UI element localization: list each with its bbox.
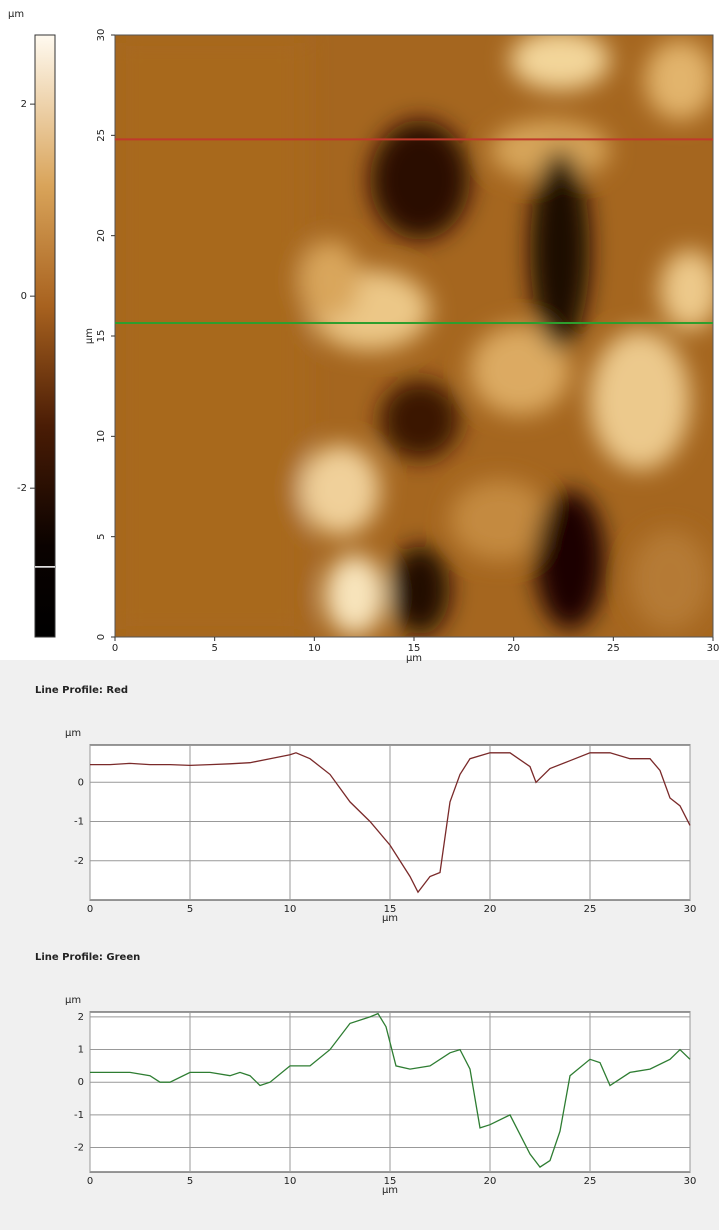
- profile-line: [90, 752, 691, 894]
- y-tick-label: 10: [96, 430, 107, 443]
- chart-title: Line Profile: Red: [35, 685, 128, 696]
- x-tick-label: 30: [684, 1176, 697, 1187]
- y-tick-label: 0: [78, 1077, 84, 1088]
- chart-title: Line Profile: Green: [35, 952, 140, 963]
- y-tick-label: 30: [96, 29, 107, 42]
- x-tick-label: 15: [408, 643, 421, 654]
- x-tick-label: 15: [384, 904, 397, 915]
- y-tick-label: 5: [96, 533, 107, 539]
- colorbar: [34, 34, 56, 638]
- x-axis-label: µm: [382, 913, 398, 924]
- colorbar-tick-label: 2: [21, 99, 27, 110]
- y-tick-label: 20: [96, 229, 107, 242]
- x-tick-label: 25: [584, 904, 597, 915]
- y-tick-label: -2: [74, 856, 84, 867]
- x-tick-label: 25: [607, 643, 620, 654]
- x-axis-label: µm: [406, 653, 422, 664]
- x-tick-label: 20: [507, 643, 520, 654]
- x-tick-label: 15: [384, 1176, 397, 1187]
- colorbar-tick-label: 0: [21, 291, 27, 302]
- x-tick-label: 0: [112, 643, 118, 654]
- y-tick-label: 0: [96, 634, 107, 640]
- x-tick-label: 0: [87, 1176, 93, 1187]
- x-tick-label: 25: [584, 1176, 597, 1187]
- x-tick-label: 5: [211, 643, 217, 654]
- y-tick-label: 0: [78, 777, 84, 788]
- x-tick-label: 20: [484, 1176, 497, 1187]
- y-tick-label: 1: [78, 1045, 84, 1056]
- y-axis-label: µm: [84, 328, 95, 344]
- colorbar-label: µm: [8, 9, 24, 20]
- x-tick-label: 30: [684, 904, 697, 915]
- y-tick-label: 25: [96, 129, 107, 142]
- y-tick-label: -1: [74, 1110, 84, 1121]
- x-tick-label: 10: [284, 1176, 297, 1187]
- y-axis-label: µm: [65, 995, 81, 1006]
- x-tick-label: 10: [308, 643, 321, 654]
- colorbar-tick-label: -2: [17, 483, 27, 494]
- x-tick-label: 20: [484, 904, 497, 915]
- afm-image: [115, 35, 713, 637]
- y-tick-label: -2: [74, 1143, 84, 1154]
- x-tick-label: 5: [187, 1176, 193, 1187]
- x-axis-label: µm: [382, 1185, 398, 1196]
- y-axis-label: µm: [65, 728, 81, 739]
- x-tick-label: 10: [284, 904, 297, 915]
- x-tick-label: 30: [707, 643, 719, 654]
- y-tick-label: 15: [96, 330, 107, 343]
- profile-line: [90, 1012, 691, 1168]
- y-tick-label: -1: [74, 817, 84, 828]
- y-tick-label: 2: [78, 1012, 84, 1023]
- x-tick-label: 0: [87, 904, 93, 915]
- x-tick-label: 5: [187, 904, 193, 915]
